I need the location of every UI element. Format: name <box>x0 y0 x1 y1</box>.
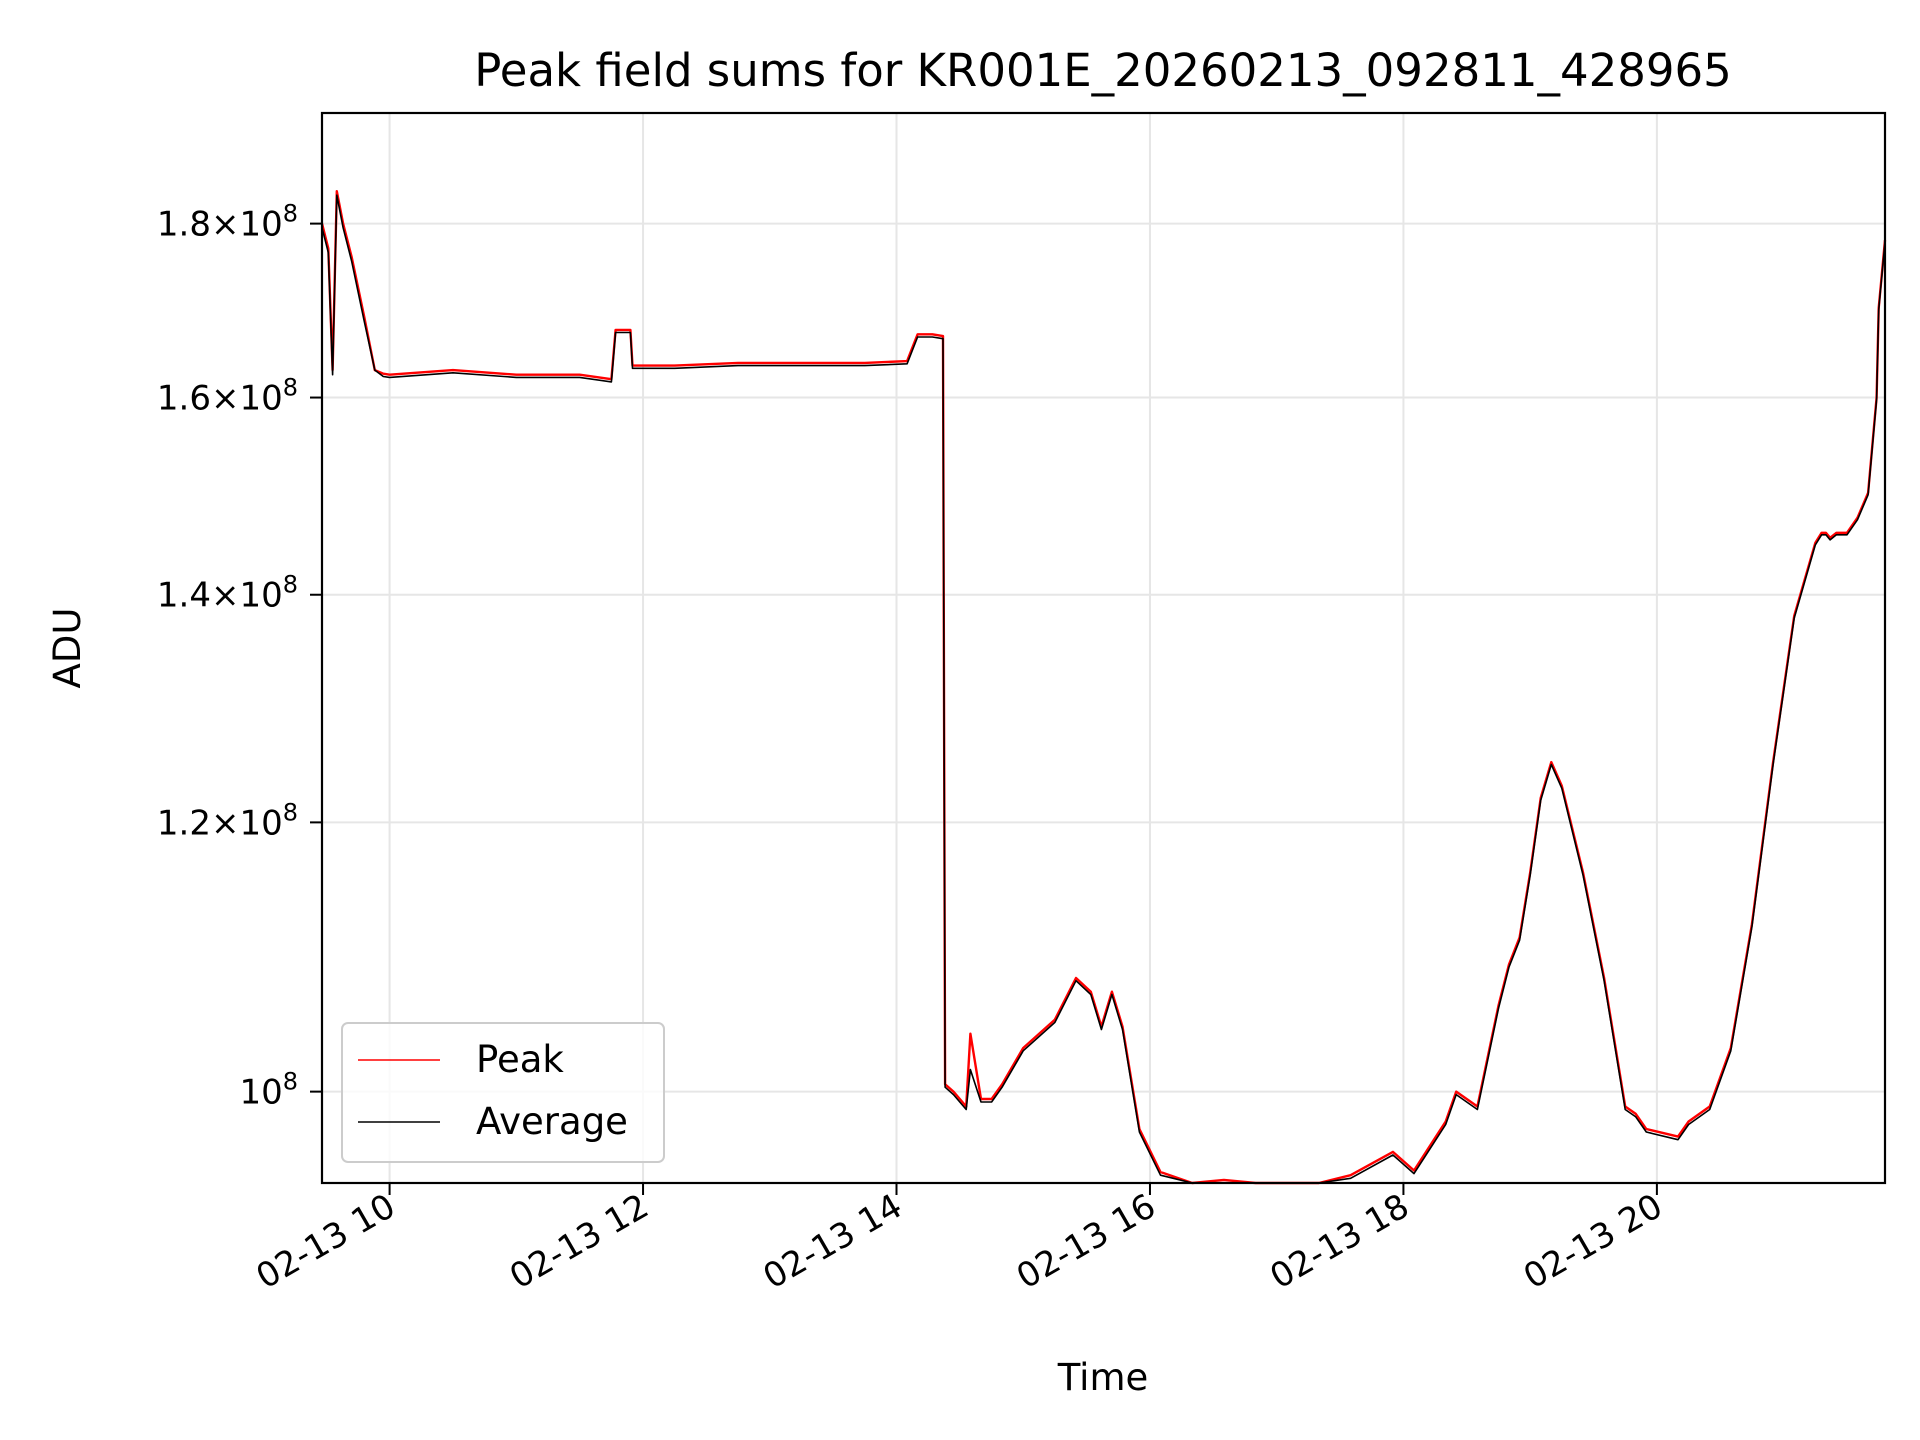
series-line-average <box>321 194 1886 1184</box>
legend-label-peak: Peak <box>476 1038 564 1081</box>
y-tick-label: 108 <box>239 1068 298 1113</box>
plot-area-frame <box>320 111 1887 1185</box>
y-tick-label: 1.6×108 <box>157 374 298 419</box>
y-tick-label: 1.4×108 <box>157 571 298 616</box>
y-tick-label: 1.2×108 <box>157 798 298 843</box>
legend-box <box>341 1022 665 1163</box>
legend-label-average: Average <box>476 1100 628 1143</box>
x-axis-title: Time <box>1057 1356 1149 1399</box>
grid-lines <box>322 113 1885 1183</box>
chart-title: Peak field sums for KR001E_20260213_0928… <box>474 44 1732 97</box>
legend: Peak Average <box>341 1022 665 1163</box>
y-axis-title: ADU <box>46 608 89 689</box>
y-tick-label: 1.8×108 <box>157 200 298 245</box>
y-axis-ticks: 108 1.2×108 1.4×108 1.6×108 1.8×108 <box>157 200 322 1113</box>
series-lines <box>320 190 1887 1185</box>
